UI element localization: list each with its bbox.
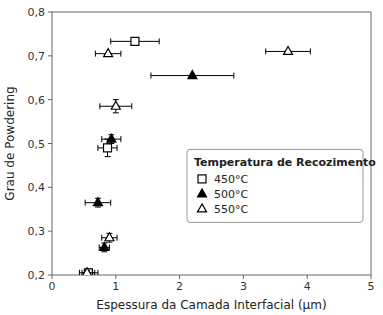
error-cap bbox=[99, 244, 100, 250]
error-cap bbox=[106, 242, 112, 243]
legend-title: Temperatura de Recozimento bbox=[194, 156, 376, 169]
y-tick-label: 0,8 bbox=[28, 6, 46, 19]
error-cap bbox=[113, 99, 119, 100]
legend-label: 500°C bbox=[214, 188, 248, 201]
y-tick bbox=[48, 187, 52, 188]
y-tick-label: 0,7 bbox=[28, 50, 46, 63]
error-cap bbox=[117, 145, 118, 151]
legend-label: 450°C bbox=[214, 173, 248, 186]
point bbox=[111, 101, 120, 109]
x-error-bar bbox=[111, 38, 159, 44]
point bbox=[188, 71, 197, 79]
error-cap bbox=[159, 38, 160, 44]
error-cap bbox=[150, 73, 151, 79]
x-tick bbox=[52, 275, 53, 279]
x-tick-label: 3 bbox=[240, 280, 247, 293]
x-tick-label: 4 bbox=[304, 280, 311, 293]
legend-marker bbox=[198, 189, 207, 197]
x-tick-label: 5 bbox=[368, 280, 375, 293]
y-tick-label: 0,4 bbox=[28, 181, 46, 194]
x-axis-label: Espessura da Camada Interfacial (μm) bbox=[96, 298, 326, 312]
error-cap bbox=[265, 48, 266, 54]
error-cap bbox=[95, 207, 101, 208]
error-cap bbox=[95, 51, 96, 57]
error-cap bbox=[310, 48, 311, 54]
error-cap bbox=[101, 251, 107, 252]
point bbox=[104, 144, 112, 152]
y-tick bbox=[48, 143, 52, 144]
x-error-bar bbox=[98, 145, 117, 151]
y-tick bbox=[48, 231, 52, 232]
y-tick bbox=[48, 55, 52, 56]
error-cap bbox=[97, 270, 98, 275]
y-tick-label: 0,2 bbox=[28, 269, 46, 282]
error-cap bbox=[97, 145, 98, 151]
error-cap bbox=[120, 136, 121, 142]
legend-marker bbox=[198, 204, 207, 212]
error-cap bbox=[101, 136, 102, 142]
error-cap bbox=[109, 244, 110, 250]
error-cap bbox=[101, 235, 102, 241]
error-cap bbox=[117, 235, 118, 241]
y-tick bbox=[48, 275, 52, 276]
point bbox=[107, 134, 116, 142]
point bbox=[100, 242, 109, 250]
error-cap bbox=[110, 200, 111, 206]
error-cap bbox=[113, 112, 119, 113]
point bbox=[105, 233, 114, 241]
legend-marker bbox=[198, 175, 206, 183]
point bbox=[131, 37, 139, 45]
x-tick-label: 0 bbox=[49, 280, 56, 293]
error-cap bbox=[110, 38, 111, 44]
x-tick-label: 1 bbox=[112, 280, 119, 293]
y-tick-label: 0,6 bbox=[28, 94, 46, 107]
point bbox=[104, 49, 113, 57]
y-tick-label: 0,3 bbox=[28, 225, 46, 238]
legend: Temperatura de Recozimento 450°C 500°C 550°… bbox=[187, 149, 376, 222]
point bbox=[83, 268, 92, 275]
error-cap bbox=[131, 103, 132, 109]
y-tick bbox=[48, 12, 52, 13]
error-cap bbox=[85, 200, 86, 206]
x-tick bbox=[179, 275, 180, 279]
point bbox=[284, 46, 293, 54]
y-tick-label: 0,5 bbox=[28, 138, 46, 151]
legend-label: 550°C bbox=[214, 203, 248, 216]
y-axis-label: Grau de Powdering bbox=[3, 86, 17, 200]
x-tick bbox=[307, 275, 308, 279]
point bbox=[93, 198, 102, 206]
error-cap bbox=[120, 51, 121, 57]
error-cap bbox=[79, 270, 80, 275]
series bbox=[82, 37, 159, 275]
x-tick bbox=[243, 275, 244, 279]
error-cap bbox=[233, 73, 234, 79]
error-cap bbox=[94, 270, 95, 275]
chart: 0 1 2 3 4 5 0,2 0,3 0,4 0,5 0,6 0,7 0,8 Espessura da … bbox=[0, 0, 383, 315]
error-cap bbox=[108, 143, 114, 144]
y-tick bbox=[48, 99, 52, 100]
x-tick bbox=[371, 275, 372, 279]
error-cap bbox=[99, 103, 100, 109]
error-cap bbox=[105, 156, 111, 157]
x-tick bbox=[115, 275, 116, 279]
x-tick-label: 2 bbox=[176, 280, 183, 293]
plot-frame bbox=[52, 12, 371, 275]
